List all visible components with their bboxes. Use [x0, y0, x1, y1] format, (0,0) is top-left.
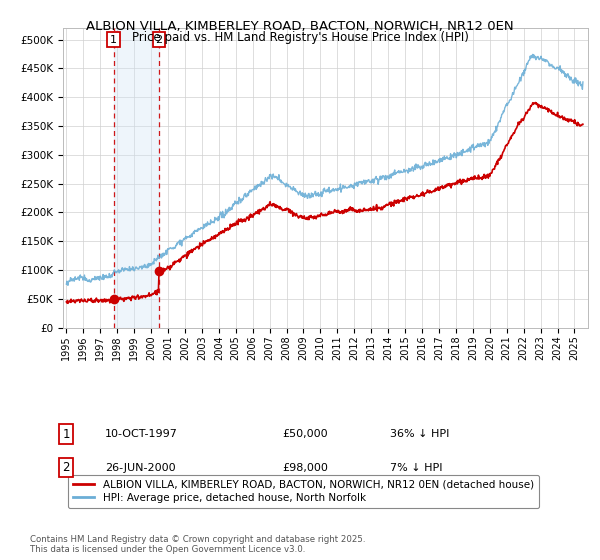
Text: £50,000: £50,000 — [282, 429, 328, 439]
Text: 7% ↓ HPI: 7% ↓ HPI — [390, 463, 443, 473]
Legend: ALBION VILLA, KIMBERLEY ROAD, BACTON, NORWICH, NR12 0EN (detached house), HPI: A: ALBION VILLA, KIMBERLEY ROAD, BACTON, NO… — [68, 475, 539, 508]
Text: ALBION VILLA, KIMBERLEY ROAD, BACTON, NORWICH, NR12 0EN: ALBION VILLA, KIMBERLEY ROAD, BACTON, NO… — [86, 20, 514, 32]
Text: 1: 1 — [62, 427, 70, 441]
Text: 2: 2 — [62, 461, 70, 474]
Text: 2: 2 — [155, 35, 163, 45]
Text: 10-OCT-1997: 10-OCT-1997 — [105, 429, 178, 439]
Text: 26-JUN-2000: 26-JUN-2000 — [105, 463, 176, 473]
Text: 1: 1 — [110, 35, 117, 45]
Text: 36% ↓ HPI: 36% ↓ HPI — [390, 429, 449, 439]
Text: Price paid vs. HM Land Registry's House Price Index (HPI): Price paid vs. HM Land Registry's House … — [131, 31, 469, 44]
Bar — [113, 28, 159, 328]
Text: Contains HM Land Registry data © Crown copyright and database right 2025.
This d: Contains HM Land Registry data © Crown c… — [30, 535, 365, 554]
Text: £98,000: £98,000 — [282, 463, 328, 473]
